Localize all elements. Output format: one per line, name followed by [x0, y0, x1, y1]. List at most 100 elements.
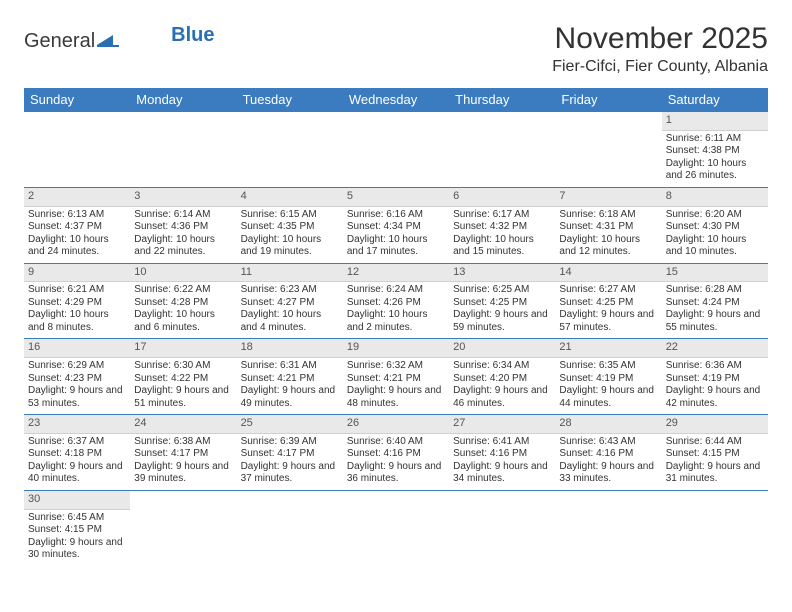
sunset-text: Sunset: 4:24 PM: [666, 297, 764, 310]
day-number: 24: [130, 415, 236, 434]
day-details: Sunrise: 6:27 AMSunset: 4:25 PMDaylight:…: [555, 282, 661, 338]
sunrise-text: Sunrise: 6:31 AM: [241, 360, 339, 373]
daylight-text: Daylight: 10 hours and 22 minutes.: [134, 234, 232, 259]
calendar-day-cell: 13Sunrise: 6:25 AMSunset: 4:25 PMDayligh…: [449, 264, 555, 339]
calendar-day-cell: [662, 491, 768, 566]
calendar-day-cell: [237, 491, 343, 566]
sunrise-text: Sunrise: 6:34 AM: [453, 360, 551, 373]
sunset-text: Sunset: 4:19 PM: [559, 373, 657, 386]
sunset-text: Sunset: 4:15 PM: [666, 448, 764, 461]
day-number: 8: [662, 188, 768, 207]
calendar-day-cell: [343, 112, 449, 187]
day-details: Sunrise: 6:11 AMSunset: 4:38 PMDaylight:…: [662, 131, 768, 187]
daylight-text: Daylight: 9 hours and 49 minutes.: [241, 385, 339, 410]
daylight-text: Daylight: 10 hours and 4 minutes.: [241, 309, 339, 334]
daylight-text: Daylight: 9 hours and 34 minutes.: [453, 461, 551, 486]
day-details: Sunrise: 6:31 AMSunset: 4:21 PMDaylight:…: [237, 358, 343, 414]
day-details: Sunrise: 6:40 AMSunset: 4:16 PMDaylight:…: [343, 434, 449, 490]
calendar-day-cell: 4Sunrise: 6:15 AMSunset: 4:35 PMDaylight…: [237, 188, 343, 263]
calendar-day-cell: 26Sunrise: 6:40 AMSunset: 4:16 PMDayligh…: [343, 415, 449, 490]
day-number: 5: [343, 188, 449, 207]
calendar-day-cell: 2Sunrise: 6:13 AMSunset: 4:37 PMDaylight…: [24, 188, 130, 263]
calendar-week-row: 2Sunrise: 6:13 AMSunset: 4:37 PMDaylight…: [24, 188, 768, 264]
calendar-day-cell: 20Sunrise: 6:34 AMSunset: 4:20 PMDayligh…: [449, 339, 555, 414]
day-details: Sunrise: 6:37 AMSunset: 4:18 PMDaylight:…: [24, 434, 130, 490]
day-details: Sunrise: 6:44 AMSunset: 4:15 PMDaylight:…: [662, 434, 768, 490]
sunset-text: Sunset: 4:15 PM: [28, 524, 126, 537]
title-block: November 2025 Fier-Cifci, Fier County, A…: [552, 22, 768, 76]
calendar-week-row: 9Sunrise: 6:21 AMSunset: 4:29 PMDaylight…: [24, 264, 768, 340]
sunset-text: Sunset: 4:32 PM: [453, 221, 551, 234]
weekday-header: Monday: [130, 88, 236, 112]
weekday-header: Wednesday: [343, 88, 449, 112]
day-details: Sunrise: 6:22 AMSunset: 4:28 PMDaylight:…: [130, 282, 236, 338]
calendar-week-row: 30Sunrise: 6:45 AMSunset: 4:15 PMDayligh…: [24, 491, 768, 566]
sunset-text: Sunset: 4:31 PM: [559, 221, 657, 234]
daylight-text: Daylight: 9 hours and 40 minutes.: [28, 461, 126, 486]
calendar-day-cell: [343, 491, 449, 566]
sunrise-text: Sunrise: 6:30 AM: [134, 360, 232, 373]
weekday-header: Saturday: [662, 88, 768, 112]
day-number: 7: [555, 188, 661, 207]
calendar-day-cell: 9Sunrise: 6:21 AMSunset: 4:29 PMDaylight…: [24, 264, 130, 339]
sunset-text: Sunset: 4:28 PM: [134, 297, 232, 310]
sunrise-text: Sunrise: 6:45 AM: [28, 512, 126, 525]
daylight-text: Daylight: 9 hours and 57 minutes.: [559, 309, 657, 334]
calendar-day-cell: [24, 112, 130, 187]
day-number: 2: [24, 188, 130, 207]
calendar: SundayMondayTuesdayWednesdayThursdayFrid…: [24, 88, 768, 566]
calendar-day-cell: 12Sunrise: 6:24 AMSunset: 4:26 PMDayligh…: [343, 264, 449, 339]
sunset-text: Sunset: 4:20 PM: [453, 373, 551, 386]
daylight-text: Daylight: 9 hours and 39 minutes.: [134, 461, 232, 486]
calendar-day-cell: 10Sunrise: 6:22 AMSunset: 4:28 PMDayligh…: [130, 264, 236, 339]
sunrise-text: Sunrise: 6:13 AM: [28, 209, 126, 222]
sunset-text: Sunset: 4:26 PM: [347, 297, 445, 310]
day-number: 23: [24, 415, 130, 434]
calendar-day-cell: [555, 112, 661, 187]
day-details: Sunrise: 6:32 AMSunset: 4:21 PMDaylight:…: [343, 358, 449, 414]
sunrise-text: Sunrise: 6:39 AM: [241, 436, 339, 449]
daylight-text: Daylight: 9 hours and 51 minutes.: [134, 385, 232, 410]
sunrise-text: Sunrise: 6:18 AM: [559, 209, 657, 222]
sunrise-text: Sunrise: 6:28 AM: [666, 284, 764, 297]
daylight-text: Daylight: 9 hours and 33 minutes.: [559, 461, 657, 486]
sunset-text: Sunset: 4:27 PM: [241, 297, 339, 310]
sunrise-text: Sunrise: 6:15 AM: [241, 209, 339, 222]
day-details: Sunrise: 6:25 AMSunset: 4:25 PMDaylight:…: [449, 282, 555, 338]
sunset-text: Sunset: 4:17 PM: [241, 448, 339, 461]
sunrise-text: Sunrise: 6:27 AM: [559, 284, 657, 297]
sunset-text: Sunset: 4:30 PM: [666, 221, 764, 234]
sunrise-text: Sunrise: 6:32 AM: [347, 360, 445, 373]
calendar-day-cell: 24Sunrise: 6:38 AMSunset: 4:17 PMDayligh…: [130, 415, 236, 490]
sunrise-text: Sunrise: 6:35 AM: [559, 360, 657, 373]
daylight-text: Daylight: 10 hours and 19 minutes.: [241, 234, 339, 259]
sunrise-text: Sunrise: 6:38 AM: [134, 436, 232, 449]
calendar-day-cell: 27Sunrise: 6:41 AMSunset: 4:16 PMDayligh…: [449, 415, 555, 490]
daylight-text: Daylight: 9 hours and 31 minutes.: [666, 461, 764, 486]
daylight-text: Daylight: 9 hours and 42 minutes.: [666, 385, 764, 410]
location: Fier-Cifci, Fier County, Albania: [552, 58, 768, 76]
daylight-text: Daylight: 10 hours and 2 minutes.: [347, 309, 445, 334]
calendar-day-cell: [449, 112, 555, 187]
sunrise-text: Sunrise: 6:29 AM: [28, 360, 126, 373]
calendar-day-cell: 11Sunrise: 6:23 AMSunset: 4:27 PMDayligh…: [237, 264, 343, 339]
day-details: Sunrise: 6:15 AMSunset: 4:35 PMDaylight:…: [237, 207, 343, 263]
sunset-text: Sunset: 4:16 PM: [453, 448, 551, 461]
calendar-day-cell: 29Sunrise: 6:44 AMSunset: 4:15 PMDayligh…: [662, 415, 768, 490]
sunrise-text: Sunrise: 6:40 AM: [347, 436, 445, 449]
calendar-day-cell: 7Sunrise: 6:18 AMSunset: 4:31 PMDaylight…: [555, 188, 661, 263]
day-details: Sunrise: 6:45 AMSunset: 4:15 PMDaylight:…: [24, 510, 130, 566]
calendar-day-cell: 23Sunrise: 6:37 AMSunset: 4:18 PMDayligh…: [24, 415, 130, 490]
calendar-day-cell: 1Sunrise: 6:11 AMSunset: 4:38 PMDaylight…: [662, 112, 768, 187]
day-number: 13: [449, 264, 555, 283]
day-details: Sunrise: 6:30 AMSunset: 4:22 PMDaylight:…: [130, 358, 236, 414]
day-details: Sunrise: 6:29 AMSunset: 4:23 PMDaylight:…: [24, 358, 130, 414]
day-details: Sunrise: 6:23 AMSunset: 4:27 PMDaylight:…: [237, 282, 343, 338]
day-number: 25: [237, 415, 343, 434]
daylight-text: Daylight: 9 hours and 37 minutes.: [241, 461, 339, 486]
day-number: 16: [24, 339, 130, 358]
sunset-text: Sunset: 4:25 PM: [453, 297, 551, 310]
calendar-day-cell: [130, 112, 236, 187]
sunset-text: Sunset: 4:34 PM: [347, 221, 445, 234]
day-details: Sunrise: 6:18 AMSunset: 4:31 PMDaylight:…: [555, 207, 661, 263]
